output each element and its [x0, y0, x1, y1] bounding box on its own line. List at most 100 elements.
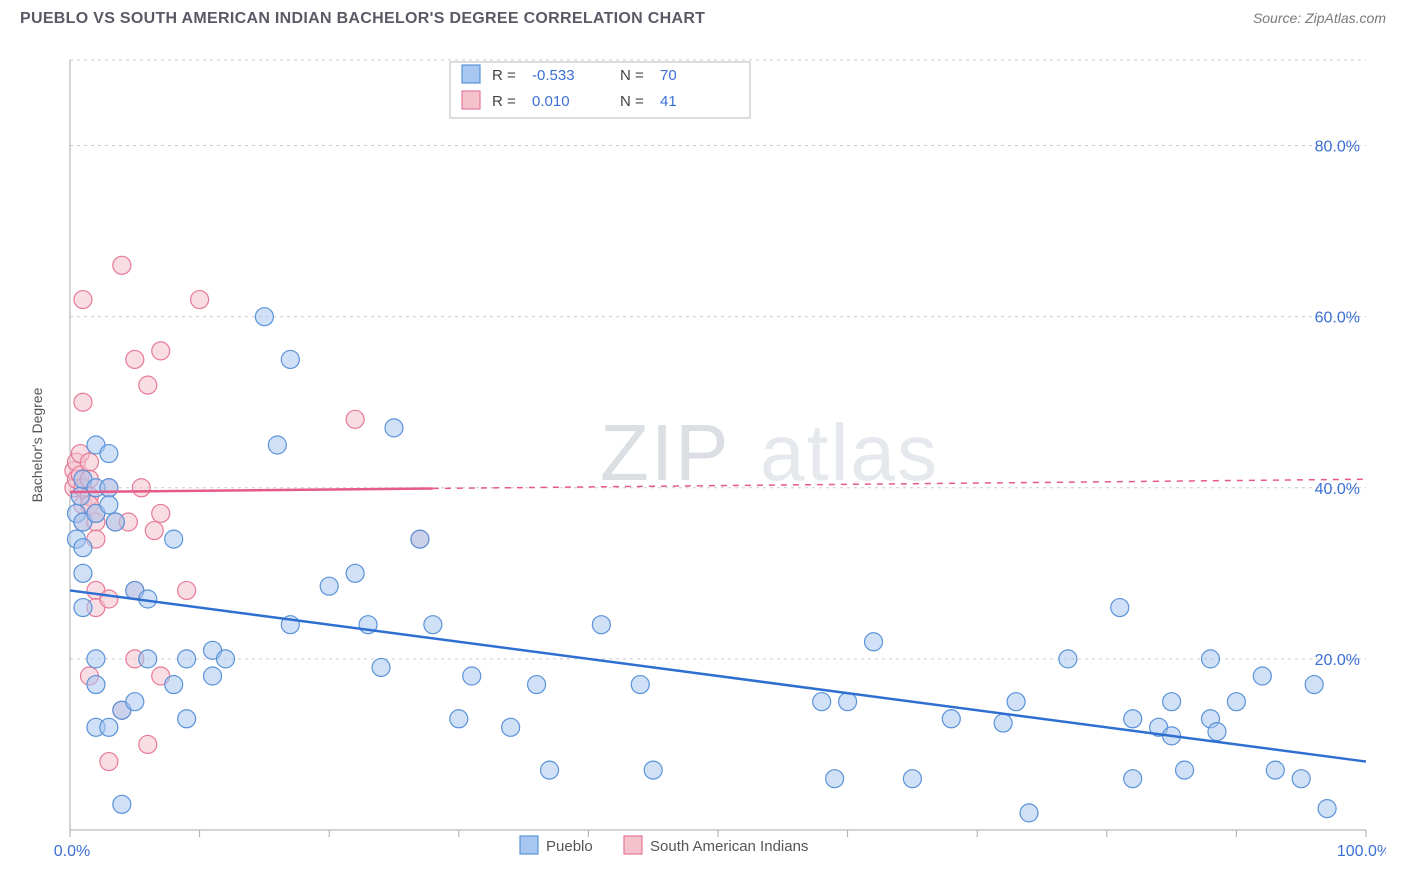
data-point	[113, 256, 131, 274]
svg-text:ZIP: ZIP	[600, 408, 730, 497]
data-point	[1124, 710, 1142, 728]
data-point	[87, 650, 105, 668]
data-point	[541, 761, 559, 779]
data-point	[165, 676, 183, 694]
data-point	[994, 714, 1012, 732]
legend-N-label: N =	[620, 67, 644, 84]
legend-N-value: 70	[660, 67, 677, 84]
data-point	[255, 308, 273, 326]
data-point	[942, 710, 960, 728]
series-legend: Pueblo South American Indians	[520, 836, 808, 855]
data-point	[139, 735, 157, 753]
data-point	[145, 522, 163, 540]
data-point	[865, 633, 883, 651]
data-point	[592, 616, 610, 634]
data-point	[74, 564, 92, 582]
data-point	[100, 753, 118, 771]
legend-swatch	[624, 836, 642, 854]
legend-swatch	[462, 65, 480, 83]
data-point	[74, 291, 92, 309]
data-point	[1318, 800, 1336, 818]
data-point	[346, 564, 364, 582]
data-point	[411, 530, 429, 548]
data-point	[1208, 723, 1226, 741]
data-point	[1007, 693, 1025, 711]
data-point	[903, 770, 921, 788]
data-point	[191, 291, 209, 309]
data-point	[113, 795, 131, 813]
data-point	[139, 376, 157, 394]
correlation-scatter-chart: 20.0%40.0%60.0%80.0%0.0%100.0%Bachelor's…	[20, 50, 1386, 882]
legend-label: South American Indians	[650, 838, 808, 855]
data-point	[1201, 650, 1219, 668]
legend-R-value: 0.010	[532, 93, 570, 110]
data-point	[502, 718, 520, 736]
legend-R-value: -0.533	[532, 67, 575, 84]
data-point	[100, 718, 118, 736]
chart-header: PUEBLO VS SOUTH AMERICAN INDIAN BACHELOR…	[0, 0, 1406, 50]
data-point	[1176, 761, 1194, 779]
data-point	[132, 479, 150, 497]
correlation-legend: R = -0.533 N = 70 R = 0.010 N = 41	[450, 62, 750, 118]
data-point	[178, 650, 196, 668]
data-point	[268, 436, 286, 454]
y-axis-label: Bachelor's Degree	[29, 387, 45, 502]
data-point	[1305, 676, 1323, 694]
y-tick-label: 60.0%	[1315, 310, 1360, 327]
data-point	[346, 410, 364, 428]
data-point	[152, 342, 170, 360]
data-point	[100, 445, 118, 463]
svg-text:atlas: atlas	[760, 408, 939, 497]
data-point	[217, 650, 235, 668]
chart-source: Source: ZipAtlas.com	[1253, 10, 1386, 26]
data-point	[1292, 770, 1310, 788]
series-pueblo	[67, 308, 1336, 822]
data-point	[1266, 761, 1284, 779]
data-point	[450, 710, 468, 728]
data-point	[106, 513, 124, 531]
data-point	[839, 693, 857, 711]
y-tick-label: 20.0%	[1315, 652, 1360, 669]
y-tick-label: 40.0%	[1315, 481, 1360, 498]
data-point	[424, 616, 442, 634]
legend-R-label: R =	[492, 93, 516, 110]
data-point	[320, 577, 338, 595]
data-point	[1163, 693, 1181, 711]
data-point	[826, 770, 844, 788]
data-point	[372, 658, 390, 676]
data-point	[165, 530, 183, 548]
data-point	[100, 479, 118, 497]
legend-swatch	[520, 836, 538, 854]
legend-R-label: R =	[492, 67, 516, 84]
data-point	[528, 676, 546, 694]
data-point	[1059, 650, 1077, 668]
x-tick-label: 0.0%	[54, 843, 90, 860]
legend-label: Pueblo	[546, 838, 593, 855]
data-point	[463, 667, 481, 685]
data-point	[74, 599, 92, 617]
data-point	[126, 693, 144, 711]
chart-container: 20.0%40.0%60.0%80.0%0.0%100.0%Bachelor's…	[20, 50, 1386, 882]
data-point	[100, 496, 118, 514]
legend-N-label: N =	[620, 93, 644, 110]
data-point	[100, 590, 118, 608]
data-point	[80, 453, 98, 471]
regression-south-american-indians	[70, 488, 433, 492]
data-point	[152, 504, 170, 522]
data-point	[644, 761, 662, 779]
data-point	[1227, 693, 1245, 711]
data-point	[74, 539, 92, 557]
chart-title: PUEBLO VS SOUTH AMERICAN INDIAN BACHELOR…	[20, 10, 705, 28]
x-tick-label: 100.0%	[1337, 843, 1386, 860]
legend-swatch	[462, 91, 480, 109]
watermark: ZIP atlas	[600, 408, 939, 497]
regression-pueblo	[70, 590, 1366, 761]
data-point	[178, 710, 196, 728]
data-point	[281, 350, 299, 368]
legend-N-value: 41	[660, 93, 677, 110]
data-point	[813, 693, 831, 711]
data-point	[178, 581, 196, 599]
data-point	[1124, 770, 1142, 788]
data-point	[87, 676, 105, 694]
data-point	[139, 650, 157, 668]
